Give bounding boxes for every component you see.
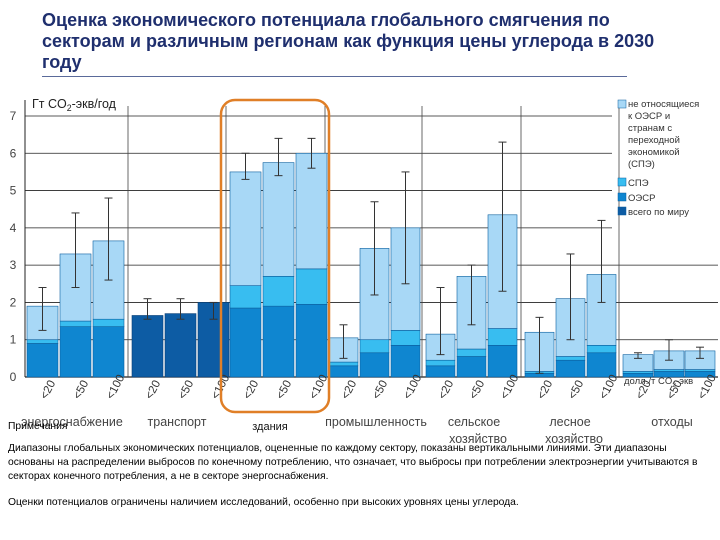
legend-swatch [617, 99, 627, 109]
bar-segment-eit [229, 285, 262, 309]
sector-label: сельское [448, 415, 500, 429]
bar-segment-oecd [26, 343, 59, 378]
y-tick-label: 7 [10, 109, 17, 123]
bar-segment-eit [92, 318, 125, 327]
y-tick-label: 3 [10, 258, 17, 272]
legend-label: ОЭСР [628, 193, 655, 204]
bar-segment-eit [586, 345, 617, 354]
bar-segment-oecd [229, 307, 262, 378]
bar-segment-world-total [131, 315, 164, 378]
bar-segment-non-oecd-eit [295, 152, 328, 270]
price-tick-label: <20 [242, 379, 262, 402]
price-tick-label: <50 [468, 379, 488, 402]
bar-segment-oecd [359, 352, 390, 378]
y-tick-label: 0 [10, 370, 17, 384]
price-unit-label: долл./т CO2-экв [624, 376, 693, 389]
legend-label: всего по миру [628, 207, 689, 218]
bar-segment-oecd [586, 352, 617, 378]
price-tick-label: <20 [340, 379, 360, 402]
bar-segment-oecd [524, 372, 555, 378]
sector-label: промышленность [325, 415, 427, 429]
y-tick-label: 2 [10, 295, 17, 309]
bar-segment-oecd [328, 365, 359, 378]
price-tick-label: <50 [371, 379, 391, 402]
bar-segment-oecd [92, 326, 125, 378]
notes-paragraph-ranges: Диапазоны глобальных экономических потен… [8, 443, 698, 482]
buildings-highlight-frame [219, 98, 331, 414]
bar-segment-world-total [164, 313, 197, 378]
price-tick-label: <20 [144, 379, 164, 402]
bar-segment-oecd [487, 345, 518, 378]
title-divider [42, 76, 627, 77]
bar-segment-eit [295, 268, 328, 305]
price-tick-label: <20 [39, 379, 59, 402]
notes-heading: Примечания [8, 421, 68, 432]
y-tick-label: 5 [10, 184, 17, 198]
bar-segment-oecd [390, 345, 421, 378]
bar-segment-eit [425, 359, 456, 367]
sector-label: хозяйство [545, 432, 603, 446]
sector-label: лесное [549, 415, 590, 429]
price-tick-label: <50 [177, 379, 197, 402]
bar-segment-oecd [555, 359, 586, 378]
page-title: Оценка экономического потенциала глобаль… [42, 10, 655, 72]
bar-segment-eit [359, 339, 390, 354]
sector-label: транспорт [148, 415, 207, 429]
notes-paragraph-limits: Оценки потенциалов ограничены наличием и… [8, 497, 519, 508]
bar-segment-oecd [295, 303, 328, 378]
bar-segment-non-oecd-eit [262, 162, 295, 277]
bar-segment-eit [26, 339, 59, 344]
notes-panel: Примечания Диапазоны глобальных экономич… [8, 420, 713, 522]
legend-swatch [617, 206, 627, 216]
y-tick-label: 1 [10, 333, 17, 347]
y-tick-label: 6 [10, 146, 17, 160]
legend-swatch [617, 192, 627, 202]
bar-segment-oecd [262, 305, 295, 378]
bar-segment-non-oecd-eit [229, 171, 262, 286]
bar-segment-eit [487, 328, 518, 346]
bar-segment-oecd [456, 356, 487, 378]
y-tick-label: 4 [10, 221, 17, 235]
price-tick-label: <20 [536, 379, 556, 402]
legend-label: СПЭ [628, 178, 649, 189]
bar-segment-eit [390, 330, 421, 346]
price-tick-label: <50 [72, 379, 92, 402]
legend-swatch [617, 177, 627, 187]
bar-segment-eit [456, 348, 487, 357]
bar-segment-eit [59, 320, 92, 327]
bar-segment-eit [262, 276, 295, 307]
price-tick-label: <50 [567, 379, 587, 402]
sector-label: здания [252, 421, 288, 433]
sector-label: отходы [651, 415, 692, 429]
price-tick-label: <50 [275, 379, 295, 402]
bar-segment-oecd [59, 326, 92, 378]
legend-label: не относящиеся к ОЭСР и странам с переходно… [628, 99, 699, 170]
sector-label: хозяйство [449, 432, 507, 446]
bar-segment-eit [555, 356, 586, 361]
bar-segment-eit [328, 361, 359, 367]
price-tick-label: <20 [437, 379, 457, 402]
bar-segment-oecd [425, 365, 456, 378]
sector-label: энергоснабжение [21, 415, 123, 429]
y-axis-title: Гт CO2-экв/год [32, 97, 117, 113]
